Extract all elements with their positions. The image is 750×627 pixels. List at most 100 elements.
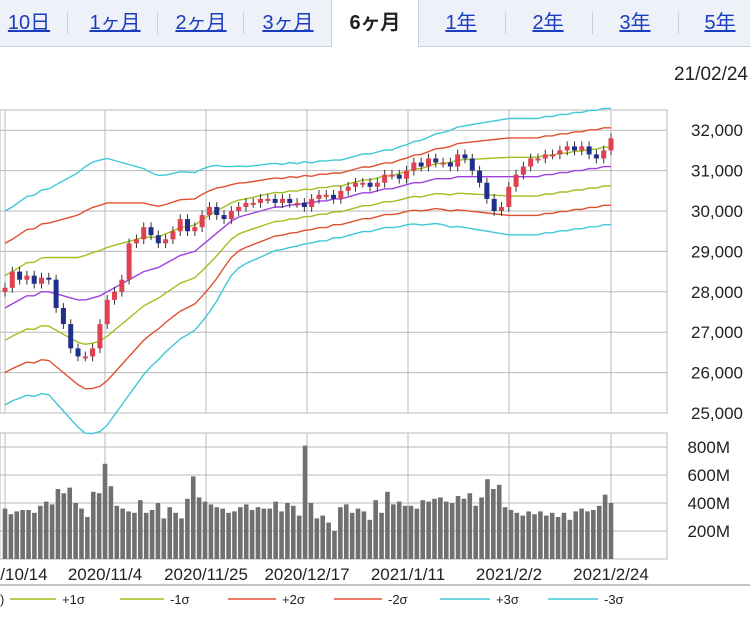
candle-body bbox=[287, 198, 293, 203]
candle-body bbox=[68, 324, 74, 349]
candle-body bbox=[382, 174, 388, 183]
candle-body bbox=[141, 227, 147, 240]
volume-bar bbox=[479, 497, 484, 559]
candle-body bbox=[309, 198, 315, 207]
candle-body bbox=[9, 271, 15, 288]
volume-bar bbox=[414, 508, 420, 559]
volume-bar bbox=[408, 505, 414, 559]
candle-body bbox=[557, 150, 563, 155]
volume-bar bbox=[585, 511, 590, 559]
volume-bar bbox=[185, 498, 190, 559]
candle-body bbox=[272, 198, 278, 203]
tab-1m[interactable]: 1ヶ月 bbox=[89, 12, 141, 34]
volume-bar bbox=[402, 505, 408, 559]
x-tick-label: 2020/10/14 bbox=[0, 565, 48, 584]
candle-body bbox=[17, 271, 23, 280]
price-tick-label: 25,000 bbox=[691, 404, 743, 423]
volume-bar bbox=[579, 508, 584, 559]
candle-body bbox=[265, 198, 271, 201]
volume-bar bbox=[361, 511, 367, 559]
tab-1y[interactable]: 1年 bbox=[445, 12, 477, 34]
tab-3y[interactable]: 3年 bbox=[619, 12, 651, 34]
candle-body bbox=[104, 299, 110, 325]
candle-body bbox=[433, 158, 439, 163]
volume-bar bbox=[373, 500, 378, 559]
volume-bar bbox=[491, 489, 496, 559]
volume-bar bbox=[249, 510, 255, 559]
candle-body bbox=[425, 158, 431, 167]
candle-body bbox=[447, 162, 453, 167]
price-tick-label: 28,000 bbox=[691, 283, 743, 302]
legend-fragment: ) bbox=[0, 592, 4, 607]
candle-body bbox=[404, 170, 410, 179]
candle-body bbox=[206, 206, 212, 216]
candle-body bbox=[593, 154, 599, 159]
volume-bar bbox=[132, 512, 137, 559]
candle-body bbox=[2, 287, 8, 292]
candle-body bbox=[228, 211, 234, 220]
candle-body bbox=[279, 198, 285, 203]
candle-body bbox=[579, 146, 585, 151]
candle-body bbox=[53, 279, 59, 308]
band-plus1-line bbox=[4, 146, 611, 277]
candle-body bbox=[221, 215, 227, 220]
volume-bar bbox=[467, 493, 473, 559]
volume-bar bbox=[161, 518, 167, 559]
volume-bar bbox=[85, 517, 90, 559]
legend-label: +3σ bbox=[496, 592, 519, 607]
band-plus3-line bbox=[4, 107, 611, 212]
volume-bar bbox=[391, 504, 396, 559]
volume-bar bbox=[167, 507, 173, 559]
x-tick-label: 2021/2/24 bbox=[573, 565, 649, 584]
volume-bar bbox=[473, 505, 478, 559]
legend-label: -1σ bbox=[170, 592, 190, 607]
tab-separator bbox=[243, 12, 244, 34]
volume-bar bbox=[455, 496, 461, 559]
volume-bar bbox=[273, 501, 278, 559]
candle-body bbox=[294, 202, 300, 205]
volume-bar bbox=[608, 503, 614, 559]
candle-body bbox=[170, 231, 176, 240]
volume-bar bbox=[602, 494, 608, 559]
tab-10d[interactable]: 10日 bbox=[7, 12, 51, 34]
candle-body bbox=[323, 194, 329, 197]
tab-separator bbox=[157, 12, 158, 34]
volume-bar bbox=[61, 493, 67, 559]
volume-bar bbox=[138, 500, 143, 559]
candle-body bbox=[24, 275, 30, 280]
volume-bar bbox=[508, 510, 514, 559]
volume-bar bbox=[379, 512, 384, 559]
volume-bar bbox=[438, 497, 443, 559]
volume-bar bbox=[343, 504, 349, 559]
candle-body bbox=[133, 239, 139, 244]
candle-body bbox=[360, 182, 366, 185]
x-tick-label: 2021/2/2 bbox=[476, 565, 542, 584]
volume-bar bbox=[126, 511, 131, 559]
volume-bar bbox=[8, 514, 14, 559]
volume-bar bbox=[349, 512, 355, 559]
candle-body bbox=[163, 239, 169, 244]
candle-body bbox=[564, 146, 570, 151]
tab-3m[interactable]: 3ヶ月 bbox=[262, 12, 314, 34]
tab-5y[interactable]: 5年 bbox=[704, 12, 736, 34]
tab-2m[interactable]: 2ヶ月 bbox=[175, 12, 227, 34]
volume-bar bbox=[443, 501, 449, 559]
tab-2y[interactable]: 2年 bbox=[532, 12, 564, 34]
volume-bar bbox=[232, 511, 237, 559]
volume-bar bbox=[26, 510, 31, 559]
candle-body bbox=[155, 235, 161, 244]
volume-tick-label: 600M bbox=[687, 466, 730, 485]
volume-bar bbox=[214, 507, 220, 559]
volume-bar bbox=[567, 519, 573, 559]
volume-bar bbox=[179, 518, 184, 559]
volume-bar bbox=[314, 518, 320, 559]
candle-body bbox=[542, 154, 548, 159]
volume-bar bbox=[543, 515, 549, 559]
candle-body bbox=[477, 170, 483, 183]
volume-bar bbox=[67, 487, 73, 559]
candle-body bbox=[177, 219, 183, 232]
volume-bar bbox=[90, 491, 96, 559]
candle-body bbox=[608, 138, 614, 151]
tab-6m[interactable]: 6ヶ月 bbox=[331, 0, 419, 47]
